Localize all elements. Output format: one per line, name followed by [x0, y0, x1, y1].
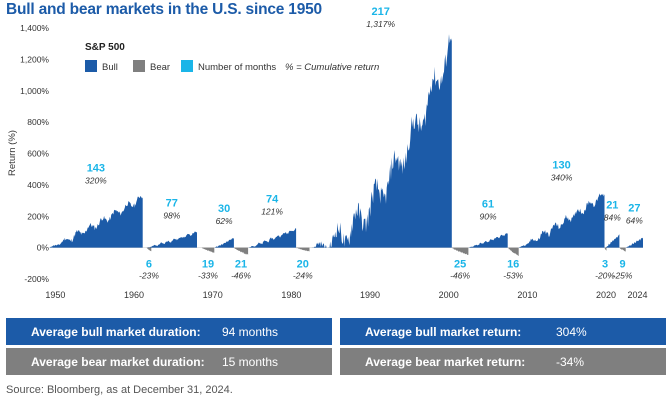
- bear-return-label: -24%: [293, 271, 313, 281]
- bull-months-label: 143: [87, 162, 105, 174]
- legend-title: S&P 500: [85, 42, 125, 53]
- source-note: Source: Bloomberg, as at December 31, 20…: [6, 384, 233, 396]
- x-tick-label: 2020: [596, 290, 616, 300]
- bull-months-label: 21: [606, 199, 618, 211]
- legend-bull-swatch: [85, 60, 97, 72]
- legend-months-swatch: [181, 60, 193, 72]
- bull-market-area: [146, 231, 197, 248]
- bull-return-label: 90%: [480, 212, 497, 222]
- bull-duration-value: 94 months: [222, 324, 279, 339]
- bear-months-label: 19: [202, 259, 214, 271]
- bull-duration-label: Average bull market duration:: [31, 324, 201, 339]
- bear-return-label: -46%: [450, 271, 470, 281]
- bear-duration-label: Average bear market duration:: [31, 354, 205, 369]
- bear-summary-row: Average bear market duration: 15 months …: [6, 348, 666, 375]
- x-tick-label: 1950: [45, 290, 65, 300]
- y-tick-label: -200%: [24, 274, 49, 284]
- bull-return-label: 320%: [85, 175, 107, 185]
- bear-months-label: 9: [619, 259, 625, 271]
- bear-return-label: Average bear market return:: [365, 354, 526, 369]
- bull-return-label: 340%: [551, 172, 573, 182]
- x-tick-label: 1980: [281, 290, 301, 300]
- y-tick-label: 800%: [27, 117, 49, 127]
- bear-months-label: 25: [454, 259, 466, 271]
- bear-return-label: -25%: [613, 271, 633, 281]
- bull-market-area: [49, 195, 143, 248]
- bear-market-area: [604, 247, 607, 251]
- bull-market-area: [214, 237, 234, 248]
- bear-return-label: -53%: [503, 271, 523, 281]
- bull-return-label: 64%: [626, 216, 643, 226]
- y-tick-label: 1,400%: [20, 23, 49, 33]
- bear-return-cell: Average bear market return: -34%: [340, 348, 666, 375]
- bull-return-label: 84%: [604, 212, 621, 222]
- bull-market-area: [468, 233, 508, 248]
- y-tick-label: 400%: [27, 180, 49, 190]
- y-tick-label: 600%: [27, 149, 49, 159]
- legend-bear-swatch: [133, 60, 145, 72]
- legend-bear-label: Bear: [150, 62, 170, 73]
- bear-months-label: 3: [602, 259, 608, 271]
- bear-return-label: -33%: [198, 271, 218, 281]
- x-tick-label: 2000: [439, 290, 459, 300]
- bear-market-area: [296, 247, 310, 252]
- bear-market-area: [233, 247, 249, 255]
- x-tick-label: 1970: [203, 290, 223, 300]
- bull-summary-row: Average bull market duration: 94 months …: [6, 318, 666, 345]
- bear-months-label: 16: [507, 259, 519, 271]
- bear-market-area: [619, 247, 626, 252]
- bull-duration-cell: Average bull market duration: 94 months: [6, 318, 332, 345]
- x-tick-label: 1990: [360, 290, 380, 300]
- bull-months-label: 61: [482, 199, 494, 211]
- x-tick-label: 1960: [124, 290, 144, 300]
- chart-legend: S&P 500 Bull Bear Number of months % = Cumul…: [85, 42, 379, 73]
- bull-market-area: [248, 228, 297, 248]
- bull-market-area: [625, 237, 643, 248]
- bull-market-area: [309, 34, 452, 248]
- bull-return-cell: Average bull market return: 304%: [340, 318, 666, 345]
- bear-market-area: [146, 247, 152, 252]
- bull-return-label: 98%: [163, 210, 180, 220]
- chart-axes: -200% 0% 200% 400% 600% 800% 1,000% 1,200% 1,400…: [7, 23, 648, 300]
- bear-duration-cell: Average bear market duration: 15 months: [6, 348, 332, 375]
- bull-months-label: 74: [266, 194, 279, 206]
- bull-return-label: 121%: [261, 207, 283, 217]
- y-axis-title: Return (%): [7, 130, 18, 176]
- bull-return-label: 62%: [216, 216, 233, 226]
- bull-months-label: 30: [218, 203, 230, 215]
- bull-months-label: 130: [552, 159, 570, 171]
- bear-months-label: 20: [297, 259, 309, 271]
- bear-return-label: -20%: [595, 271, 615, 281]
- bull-return-label: 1,317%: [366, 19, 395, 29]
- y-tick-label: 200%: [27, 211, 49, 221]
- legend-note: % = Cumulative return: [285, 62, 379, 73]
- bear-return-label: -23%: [139, 271, 159, 281]
- bear-return-label: -46%: [231, 271, 251, 281]
- y-tick-label: 0%: [37, 243, 50, 253]
- bull-months-label: 217: [371, 6, 389, 18]
- legend-bull-label: Bull: [102, 62, 118, 73]
- bear-return-value: -34%: [556, 354, 585, 369]
- x-tick-label: 2024: [627, 290, 647, 300]
- bull-return-label: Average bull market return:: [365, 324, 522, 339]
- bear-months-label: 6: [146, 259, 152, 271]
- bull-bear-chart: -200% 0% 200% 400% 600% 800% 1,000% 1,200% 1,400…: [7, 6, 648, 300]
- y-tick-label: 1,200%: [20, 54, 49, 64]
- chart-title: Bull and bear markets in the U.S. since …: [6, 1, 322, 18]
- bull-return-value: 304%: [556, 324, 587, 339]
- bear-months-label: 21: [235, 259, 247, 271]
- bear-duration-value: 15 months: [222, 354, 279, 369]
- bull-months-label: 27: [628, 203, 640, 215]
- bear-market-area: [507, 247, 519, 256]
- chart-series: [49, 34, 643, 256]
- bull-market-area: [518, 193, 605, 248]
- x-tick-label: 2010: [517, 290, 537, 300]
- legend-months-label: Number of months: [198, 62, 276, 73]
- bear-market-area: [451, 247, 469, 255]
- y-tick-label: 1,000%: [20, 86, 49, 96]
- bear-market-area: [201, 247, 215, 253]
- bull-months-label: 77: [166, 197, 178, 209]
- bull-market-area: [605, 234, 620, 248]
